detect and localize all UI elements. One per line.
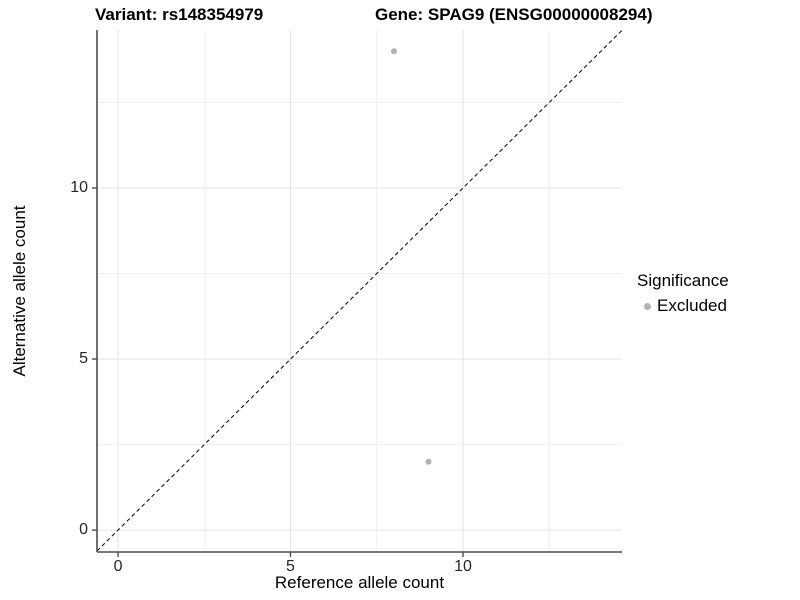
legend-marker-icon <box>644 302 651 310</box>
legend: Significance Excluded <box>637 271 729 316</box>
y-tick-label: 10 <box>70 179 88 197</box>
y-axis-label: Alternative allele count <box>10 205 29 377</box>
legend-title: Significance <box>637 271 729 290</box>
x-tick-label: 10 <box>454 558 472 575</box>
plot-title-gene: Gene: SPAG9 (ENSG00000008294) <box>375 5 653 24</box>
x-tick-label: 0 <box>113 558 123 575</box>
chart-canvas <box>92 29 623 557</box>
y-tick-label: 0 <box>79 521 88 539</box>
data-point <box>425 458 432 465</box>
legend-item-excluded: Excluded <box>644 296 729 316</box>
y-tick-label: 5 <box>79 350 88 368</box>
data-point <box>390 48 397 55</box>
x-axis-label: Reference allele count <box>274 573 445 592</box>
legend-item-label: Excluded <box>657 296 727 315</box>
identity-line <box>96 29 623 552</box>
x-tick-label: 5 <box>286 558 295 575</box>
plot-panel <box>92 29 623 557</box>
plot-title-variant: Variant: rs148354979 <box>95 5 264 24</box>
